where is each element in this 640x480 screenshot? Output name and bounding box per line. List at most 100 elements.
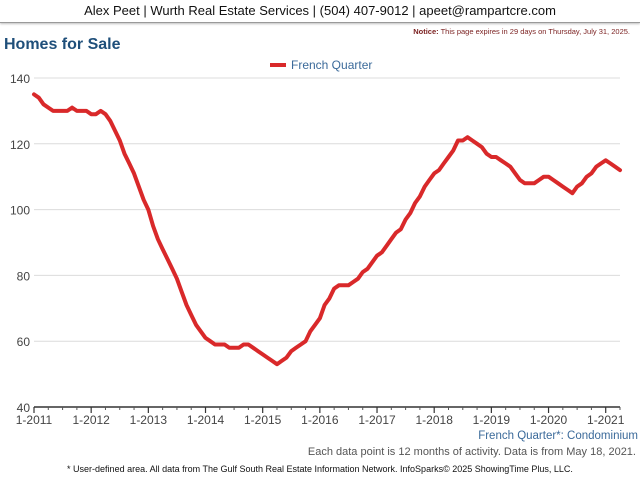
y-tick-label-100: 100 bbox=[10, 204, 30, 218]
data-point-2017-08 bbox=[409, 212, 411, 214]
data-point-2013-08 bbox=[181, 291, 183, 293]
chart-axes: 40 60 80 100 120 140 1-2011 1-2012 1-2013 1-2014 1… bbox=[10, 72, 625, 427]
data-point-2019-04 bbox=[505, 162, 507, 165]
data-point-2015-05 bbox=[281, 360, 283, 362]
area-caption: French Quarter*: Condominium bbox=[478, 430, 638, 442]
data-point-2015-08 bbox=[295, 347, 297, 349]
data-point-2013-12 bbox=[200, 330, 202, 332]
contact-info: Alex Peet | Wurth Real Estate Services |… bbox=[84, 3, 556, 18]
data-point-2021-04 bbox=[619, 169, 621, 171]
data-point-2019-11 bbox=[538, 179, 540, 181]
data-point-2016-01 bbox=[319, 317, 321, 319]
data-point-2012-04 bbox=[104, 113, 107, 115]
expiration-notice: Notice: This page expires in 29 days on … bbox=[413, 27, 630, 36]
data-point-2020-09 bbox=[586, 176, 588, 178]
data-point-2013-11 bbox=[195, 324, 197, 326]
data-point-2017-05 bbox=[395, 232, 397, 234]
data-point-2020-11 bbox=[595, 166, 597, 168]
page-title: Homes for Sale bbox=[4, 36, 121, 53]
data-point-2014-10 bbox=[247, 343, 249, 346]
data-point-2013-02 bbox=[152, 225, 154, 227]
data-point-2019-05 bbox=[509, 166, 511, 168]
data-point-2016-10 bbox=[362, 271, 364, 273]
data-point-2018-03 bbox=[443, 162, 445, 165]
chart-grid bbox=[34, 77, 620, 408]
data-point-2017-09 bbox=[414, 202, 416, 204]
legend-label-french-quarter: French Quarter bbox=[291, 58, 372, 72]
data-point-2013-04 bbox=[162, 248, 164, 250]
data-point-2020-03 bbox=[557, 182, 559, 184]
data-point-2011-04 bbox=[47, 107, 49, 109]
data-point-2018-04 bbox=[447, 156, 450, 158]
data-point-2018-12 bbox=[486, 153, 488, 155]
data-point-2015-02 bbox=[266, 357, 268, 359]
data-point-2015-07 bbox=[290, 350, 292, 352]
data-point-2016-02 bbox=[324, 304, 326, 306]
data-point-2012-07 bbox=[119, 139, 121, 142]
data-point-2012-06 bbox=[114, 130, 116, 132]
data-point-2020-12 bbox=[600, 162, 602, 165]
x-tick-label-1-2011: 1-2011 bbox=[16, 413, 53, 427]
data-point-2019-08 bbox=[524, 182, 526, 184]
x-tick-label-1-2019: 1-2019 bbox=[473, 413, 511, 427]
x-tick-label-1-2012: 1-2012 bbox=[72, 413, 110, 427]
data-point-2013-06 bbox=[171, 268, 173, 270]
y-tick-label-120: 120 bbox=[10, 138, 30, 152]
data-point-2012-08 bbox=[123, 153, 126, 155]
source-footnote: * User-defined area. All data from The G… bbox=[67, 464, 573, 474]
x-tick-label-1-2017: 1-2017 bbox=[358, 413, 396, 427]
data-footnote: Each data point is 12 months of activity… bbox=[307, 446, 636, 458]
data-point-2012-01 bbox=[90, 113, 92, 115]
y-tick-label-140: 140 bbox=[10, 72, 30, 86]
data-point-2011-02 bbox=[38, 97, 40, 99]
data-point-2018-02 bbox=[438, 169, 440, 171]
data-point-2012-09 bbox=[128, 162, 130, 165]
y-tick-label-60: 60 bbox=[17, 335, 31, 349]
data-point-2011-09 bbox=[71, 107, 73, 109]
data-point-2019-01 bbox=[490, 156, 492, 158]
data-point-2017-01 bbox=[376, 255, 378, 257]
data-point-2012-02 bbox=[95, 113, 97, 115]
data-point-2011-11 bbox=[81, 110, 83, 112]
data-point-2015-03 bbox=[271, 360, 273, 362]
data-point-2014-08 bbox=[238, 347, 240, 349]
y-tick-label-80: 80 bbox=[17, 269, 31, 283]
x-tick-label-1-2015: 1-2015 bbox=[244, 413, 282, 427]
data-point-2021-03 bbox=[614, 166, 616, 168]
data-point-2014-07 bbox=[233, 347, 235, 349]
data-point-2016-09 bbox=[357, 278, 359, 280]
data-point-2019-06 bbox=[514, 172, 516, 174]
data-point-2012-11 bbox=[138, 186, 140, 188]
data-point-2016-05 bbox=[338, 284, 340, 286]
chart-legend: French Quarter bbox=[270, 58, 372, 72]
data-point-2015-12 bbox=[314, 324, 316, 326]
data-point-2019-12 bbox=[543, 176, 545, 178]
data-point-2017-06 bbox=[400, 228, 402, 230]
data-point-2015-11 bbox=[309, 330, 311, 332]
data-point-2014-02 bbox=[209, 340, 211, 342]
series-line-0 bbox=[32, 92, 622, 367]
data-point-2011-05 bbox=[52, 110, 54, 112]
data-point-2014-09 bbox=[243, 343, 245, 346]
data-point-2015-06 bbox=[285, 357, 288, 359]
data-point-2012-12 bbox=[143, 199, 145, 201]
data-point-2012-05 bbox=[109, 120, 111, 122]
x-tick-label-1-2020: 1-2020 bbox=[530, 413, 568, 427]
data-point-2014-01 bbox=[204, 337, 207, 339]
data-point-2017-03 bbox=[386, 245, 388, 247]
data-point-2016-07 bbox=[347, 284, 349, 286]
data-point-2013-01 bbox=[147, 209, 149, 211]
data-point-2013-07 bbox=[176, 278, 178, 280]
data-point-2013-05 bbox=[166, 258, 168, 260]
data-point-2019-07 bbox=[519, 179, 521, 181]
data-point-2011-12 bbox=[85, 110, 87, 112]
data-point-2020-02 bbox=[552, 179, 554, 181]
data-point-2014-04 bbox=[219, 343, 221, 346]
data-point-2017-11 bbox=[424, 186, 426, 188]
x-tick-label-1-2014: 1-2014 bbox=[187, 413, 225, 427]
data-point-2018-01 bbox=[433, 172, 435, 174]
chart-series bbox=[32, 92, 622, 367]
data-point-2019-09 bbox=[528, 182, 531, 184]
data-point-2011-07 bbox=[62, 110, 64, 112]
